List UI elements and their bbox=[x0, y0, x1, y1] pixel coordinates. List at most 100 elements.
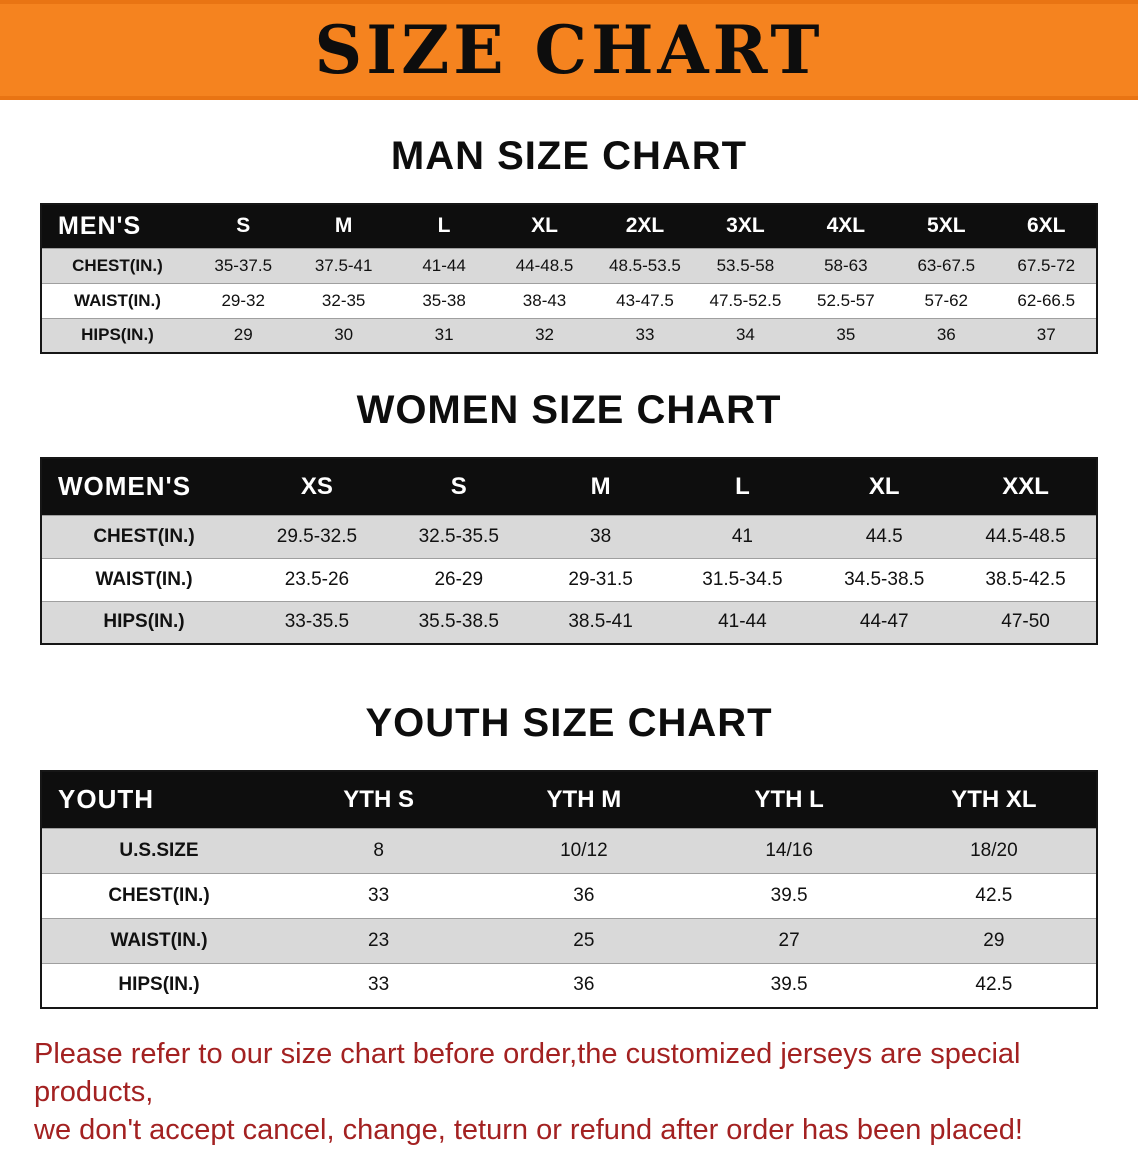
size-column-header: S bbox=[387, 458, 530, 515]
size-column-header: 5XL bbox=[896, 204, 997, 248]
size-value-cell: 31.5-34.5 bbox=[671, 557, 814, 601]
women-section-heading: WOMEN SIZE CHART bbox=[356, 388, 782, 432]
size-value-cell: 34.5-38.5 bbox=[813, 557, 956, 601]
size-value-cell: 38-43 bbox=[494, 282, 595, 318]
row-label-cell: CHEST(IN.) bbox=[41, 247, 193, 283]
size-column-header: XL bbox=[813, 458, 956, 515]
size-column-header: M bbox=[529, 458, 672, 515]
size-value-cell: 33 bbox=[276, 872, 482, 918]
table-header-row: YOUTH YTH S YTH M YTH L YTH XL bbox=[41, 771, 1097, 828]
size-value-cell: 35.5-38.5 bbox=[387, 600, 530, 644]
size-column-header: YTH L bbox=[686, 771, 892, 828]
size-column-header: M bbox=[293, 204, 394, 248]
size-column-header: 4XL bbox=[795, 204, 897, 248]
size-value-cell: 35-38 bbox=[393, 282, 495, 318]
size-value-cell: 42.5 bbox=[891, 872, 1097, 918]
size-value-cell: 44.5-48.5 bbox=[955, 514, 1097, 558]
size-column-header: YTH M bbox=[481, 771, 687, 828]
size-value-cell: 44.5 bbox=[813, 514, 956, 558]
size-column-header: 2XL bbox=[594, 204, 696, 248]
size-value-cell: 41 bbox=[671, 514, 814, 558]
row-label-cell: HIPS(IN.) bbox=[41, 317, 193, 353]
size-value-cell: 53.5-58 bbox=[695, 247, 796, 283]
size-column-header: S bbox=[193, 204, 294, 248]
table-row: WAIST(IN.) 29-32 32-35 35-38 38-43 43-47.5 47.… bbox=[41, 282, 1097, 318]
row-label-cell: HIPS(IN.) bbox=[41, 600, 246, 644]
size-column-header: XL bbox=[494, 204, 595, 248]
women-size-table: WOMEN'S XS S M L XL XXL CHEST(IN.) 29.5-32.5 32.5… bbox=[40, 457, 1098, 645]
size-value-cell: 34 bbox=[695, 317, 796, 353]
row-label-cell: WAIST(IN.) bbox=[41, 557, 246, 601]
size-value-cell: 29-32 bbox=[193, 282, 294, 318]
size-column-header: 6XL bbox=[996, 204, 1097, 248]
size-value-cell: 47-50 bbox=[955, 600, 1097, 644]
size-value-cell: 33-35.5 bbox=[246, 600, 388, 644]
row-label-cell: CHEST(IN.) bbox=[41, 872, 276, 918]
size-value-cell: 29 bbox=[193, 317, 294, 353]
size-value-cell: 44-48.5 bbox=[494, 247, 595, 283]
size-value-cell: 41-44 bbox=[671, 600, 814, 644]
size-value-cell: 36 bbox=[481, 962, 687, 1008]
men-section-heading: MAN SIZE CHART bbox=[390, 134, 748, 178]
size-value-cell: 25 bbox=[481, 917, 687, 963]
size-value-cell: 27 bbox=[686, 917, 892, 963]
table-row: WAIST(IN.) 23 25 27 29 bbox=[41, 917, 1097, 963]
men-size-table: MEN'S S M L XL 2XL 3XL 4XL 5XL 6XL CHEST(IN.) 35-37… bbox=[40, 203, 1098, 354]
size-value-cell: 37 bbox=[996, 317, 1097, 353]
size-value-cell: 36 bbox=[896, 317, 997, 353]
table-header-row: WOMEN'S XS S M L XL XXL bbox=[41, 458, 1097, 515]
size-value-cell: 38 bbox=[529, 514, 672, 558]
size-value-cell: 42.5 bbox=[891, 962, 1097, 1008]
notice-line-1: Please refer to our size chart before or… bbox=[34, 1038, 1021, 1108]
size-value-cell: 29 bbox=[891, 917, 1097, 963]
banner: SIZE CHART bbox=[0, 0, 1138, 100]
size-value-cell: 10/12 bbox=[481, 827, 687, 873]
size-value-cell: 37.5-41 bbox=[293, 247, 394, 283]
size-column-header: YTH XL bbox=[891, 771, 1097, 828]
size-value-cell: 31 bbox=[393, 317, 495, 353]
size-value-cell: 26-29 bbox=[387, 557, 530, 601]
size-column-header: XXL bbox=[955, 458, 1097, 515]
size-value-cell: 23 bbox=[276, 917, 482, 963]
table-corner-label: MEN'S bbox=[41, 204, 193, 248]
page-title: SIZE CHART bbox=[314, 11, 824, 89]
size-value-cell: 30 bbox=[293, 317, 394, 353]
size-column-header: 3XL bbox=[695, 204, 796, 248]
size-value-cell: 67.5-72 bbox=[996, 247, 1097, 283]
size-value-cell: 41-44 bbox=[393, 247, 495, 283]
footer-notice: Please refer to our size chart before or… bbox=[0, 1009, 1138, 1149]
size-value-cell: 43-47.5 bbox=[594, 282, 696, 318]
size-value-cell: 8 bbox=[276, 827, 482, 873]
size-value-cell: 48.5-53.5 bbox=[594, 247, 696, 283]
size-value-cell: 32-35 bbox=[293, 282, 394, 318]
size-value-cell: 18/20 bbox=[891, 827, 1097, 873]
men-size-section: MAN SIZE CHART MEN'S S M L XL 2XL 3XL 4XL 5XL 6XL… bbox=[0, 134, 1138, 354]
row-label-cell: CHEST(IN.) bbox=[41, 514, 246, 558]
youth-size-table: YOUTH YTH S YTH M YTH L YTH XL U.S.SIZE 8 10/12… bbox=[40, 770, 1098, 1009]
size-value-cell: 44-47 bbox=[813, 600, 956, 644]
size-value-cell: 62-66.5 bbox=[996, 282, 1097, 318]
size-value-cell: 38.5-41 bbox=[529, 600, 672, 644]
table-row: CHEST(IN.) 35-37.5 37.5-41 41-44 44-48.5 48.5… bbox=[41, 247, 1097, 283]
table-row: CHEST(IN.) 33 36 39.5 42.5 bbox=[41, 872, 1097, 918]
size-value-cell: 39.5 bbox=[686, 962, 892, 1008]
size-value-cell: 47.5-52.5 bbox=[695, 282, 796, 318]
row-label-cell: U.S.SIZE bbox=[41, 827, 276, 873]
table-row: WAIST(IN.) 23.5-26 26-29 29-31.5 31.5-34.5 34… bbox=[41, 557, 1097, 601]
size-value-cell: 57-62 bbox=[896, 282, 997, 318]
size-value-cell: 32.5-35.5 bbox=[387, 514, 530, 558]
size-value-cell: 58-63 bbox=[795, 247, 897, 283]
size-value-cell: 36 bbox=[481, 872, 687, 918]
table-row: HIPS(IN.) 33 36 39.5 42.5 bbox=[41, 962, 1097, 1008]
row-label-cell: WAIST(IN.) bbox=[41, 282, 193, 318]
size-value-cell: 35-37.5 bbox=[193, 247, 294, 283]
size-value-cell: 29.5-32.5 bbox=[246, 514, 388, 558]
size-value-cell: 35 bbox=[795, 317, 897, 353]
notice-line-2: we don't accept cancel, change, teturn o… bbox=[34, 1114, 1023, 1146]
size-value-cell: 23.5-26 bbox=[246, 557, 388, 601]
size-value-cell: 38.5-42.5 bbox=[955, 557, 1097, 601]
row-label-cell: HIPS(IN.) bbox=[41, 962, 276, 1008]
size-value-cell: 29-31.5 bbox=[529, 557, 672, 601]
table-header-row: MEN'S S M L XL 2XL 3XL 4XL 5XL 6XL bbox=[41, 204, 1097, 248]
